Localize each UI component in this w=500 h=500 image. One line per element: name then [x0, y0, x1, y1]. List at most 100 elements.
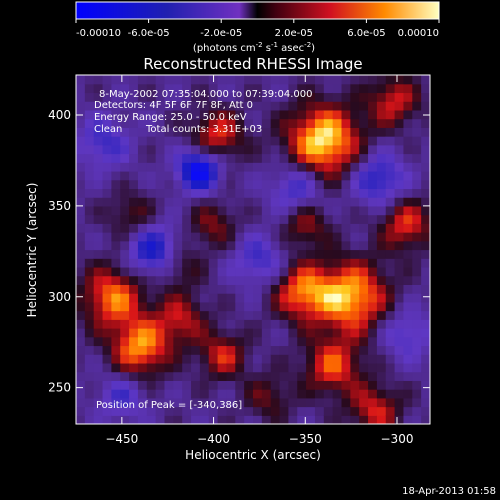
- heatmap-cell: [403, 197, 413, 207]
- heatmap-cell: [102, 249, 112, 259]
- heatmap-cell: [421, 258, 430, 268]
- heatmap-cell: [208, 205, 219, 216]
- heatmap-cell: [368, 328, 378, 338]
- heatmap-cell: [93, 144, 104, 155]
- heatmap-cell: [217, 118, 228, 128]
- heatmap-cell: [332, 284, 343, 294]
- heatmap-cell: [376, 328, 387, 338]
- heatmap-cell: [137, 197, 148, 207]
- heatmap-cell: [394, 240, 405, 251]
- heatmap-cell: [279, 101, 289, 111]
- heatmap-cell: [270, 179, 281, 190]
- heatmap-cell: [279, 144, 289, 155]
- heatmap-cell: [403, 362, 413, 373]
- heatmap-cell: [173, 389, 183, 399]
- heatmap-cell: [111, 170, 121, 181]
- heatmap-cell: [376, 197, 387, 207]
- heatmap-cell: [253, 188, 263, 198]
- heatmap-cell: [182, 101, 192, 111]
- heatmap-cell: [297, 153, 307, 163]
- heatmap-cell: [111, 310, 121, 320]
- heatmap-cell: [93, 275, 104, 285]
- heatmap-cell: [376, 205, 387, 216]
- heatmap-cell: [120, 240, 130, 251]
- heatmap-cell: [129, 118, 139, 128]
- heatmap-cell: [226, 144, 236, 155]
- heatmap-cell: [76, 406, 86, 416]
- heatmap-cell: [244, 275, 254, 285]
- heatmap-cell: [76, 197, 86, 207]
- heatmap-cell: [173, 301, 183, 312]
- heatmap-cell: [164, 406, 174, 416]
- heatmap-cell: [403, 179, 413, 190]
- heatmap-cell: [279, 240, 289, 251]
- heatmap-cell: [261, 345, 272, 355]
- heatmap-cell: [341, 301, 351, 312]
- heatmap-cell: [359, 127, 369, 137]
- heatmap-cell: [173, 127, 183, 137]
- heatmap-cell: [261, 179, 272, 190]
- heatmap-cell: [173, 205, 183, 216]
- heatmap-cell: [297, 75, 307, 85]
- heatmap-cell: [279, 319, 289, 329]
- heatmap-cell: [323, 214, 334, 224]
- heatmap-cell: [208, 301, 219, 312]
- heatmap-cell: [226, 162, 236, 172]
- heatmap-cell: [394, 362, 405, 373]
- heatmap-cell: [421, 214, 430, 224]
- heatmap-cell: [403, 101, 413, 111]
- heatmap-cell: [129, 153, 139, 163]
- heatmap-cell: [146, 371, 157, 381]
- heatmap-cell: [146, 153, 157, 163]
- heatmap-cell: [182, 223, 192, 233]
- heatmap-cell: [173, 144, 183, 155]
- heatmap-cell: [199, 240, 210, 251]
- heatmap-cell: [155, 136, 166, 146]
- heatmap-cell: [421, 179, 430, 190]
- heatmap-cell: [129, 109, 139, 120]
- heatmap-cell: [129, 310, 139, 320]
- heatmap-cell: [376, 232, 387, 242]
- heatmap-cell: [288, 362, 298, 373]
- heatmap-cell: [173, 397, 183, 408]
- heatmap-cell: [244, 136, 254, 146]
- heatmap-cell: [76, 188, 86, 198]
- heatmap-cell: [350, 188, 360, 198]
- heatmap-cell: [93, 415, 104, 424]
- heatmap-cell: [93, 162, 104, 172]
- heatmap-cell: [421, 284, 430, 294]
- heatmap-cell: [297, 284, 307, 294]
- heatmap-cell: [76, 328, 86, 338]
- heatmap-cell: [76, 415, 86, 424]
- heatmap-cell: [368, 380, 378, 390]
- heatmap-cell: [120, 389, 130, 399]
- heatmap-cell: [199, 205, 210, 216]
- heatmap-cell: [297, 380, 307, 390]
- x-tick-label: −350: [289, 432, 322, 446]
- heatmap-cell: [137, 240, 148, 251]
- heatmap-cell: [385, 118, 396, 128]
- heatmap-cell: [421, 389, 430, 399]
- heatmap-cell: [226, 266, 236, 277]
- heatmap-cell: [129, 258, 139, 268]
- heatmap-cell: [261, 266, 272, 277]
- heatmap-cell: [261, 188, 272, 198]
- heatmap-cell: [146, 406, 157, 416]
- heatmap-cell: [359, 92, 369, 102]
- heatmap-cell: [235, 188, 245, 198]
- heatmap-cell: [182, 162, 192, 172]
- heatmap-cell: [146, 362, 157, 373]
- heatmap-cell: [76, 214, 86, 224]
- heatmap-cell: [217, 83, 228, 94]
- heatmap-cell: [102, 101, 112, 111]
- heatmap-cell: [244, 319, 254, 329]
- heatmap-cell: [93, 249, 104, 259]
- heatmap-cell: [226, 293, 236, 303]
- heatmap-cell: [253, 162, 263, 172]
- heatmap-cell: [102, 179, 112, 190]
- heatmap-cell: [208, 397, 219, 408]
- heatmap-cell: [76, 162, 86, 172]
- heatmap-cell: [412, 83, 422, 94]
- heatmap-cell: [288, 92, 298, 102]
- heatmap-cell: [164, 293, 174, 303]
